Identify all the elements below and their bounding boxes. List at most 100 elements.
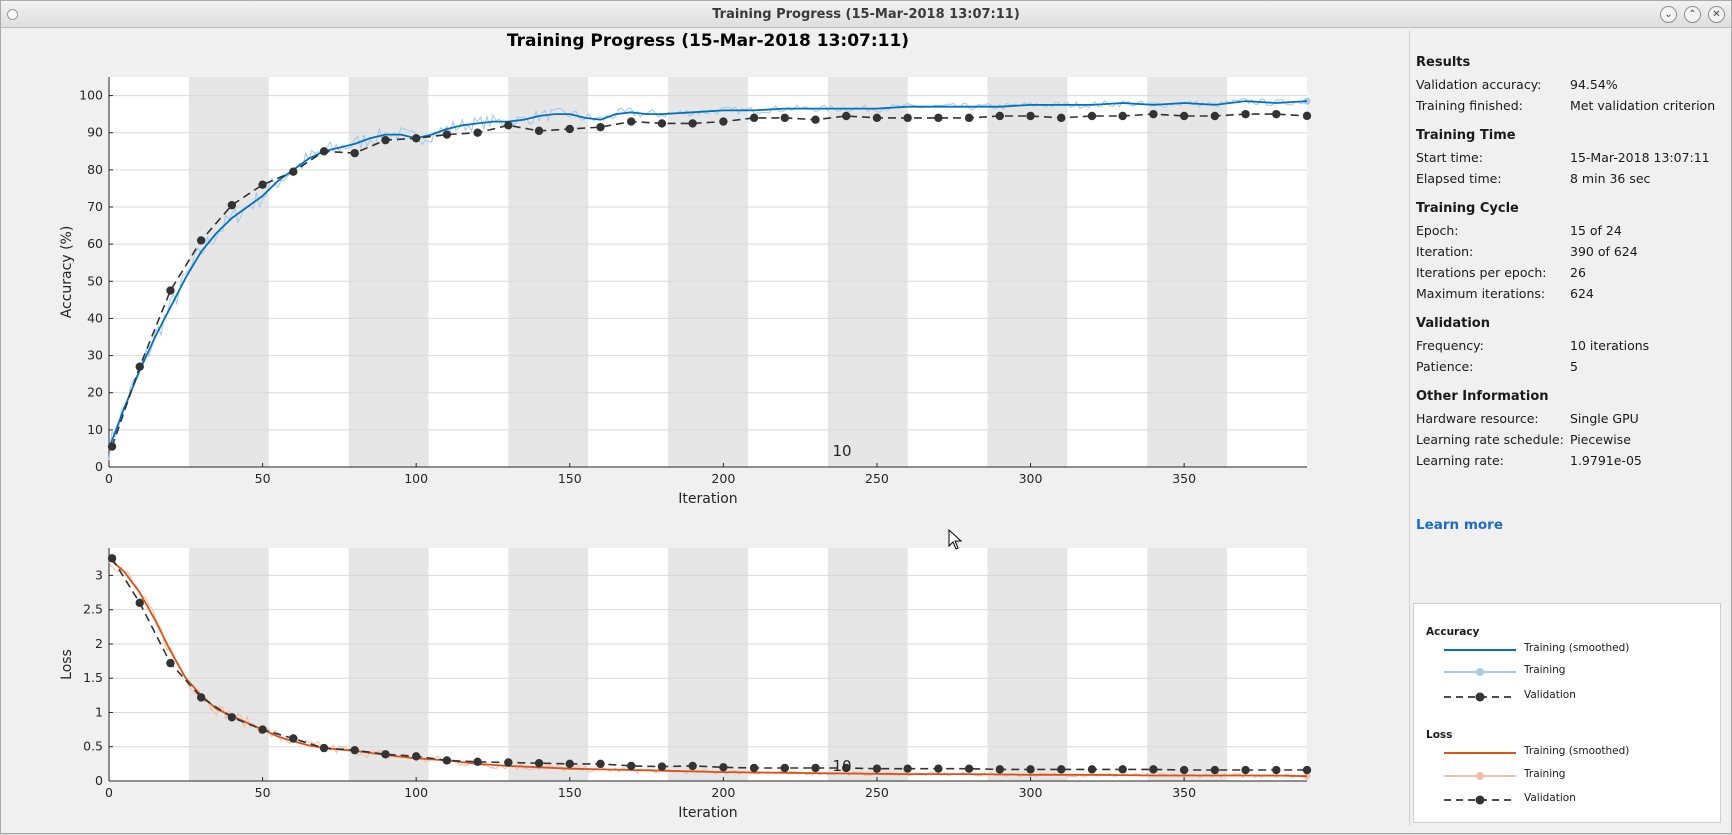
loss-validation-point bbox=[903, 764, 912, 773]
iteration-label: Iteration: bbox=[1416, 244, 1474, 259]
loss-ytick-label: 1 bbox=[95, 704, 103, 719]
legend-loss-smoothed-swatch bbox=[1444, 752, 1516, 754]
legend-loss-training-label: Training bbox=[1524, 768, 1566, 780]
elapsed-time-label: Elapsed time: bbox=[1416, 171, 1502, 186]
accuracy-plot: 0 10 20 30 40 50 60 70 80 90 100 0 50 100 150 200 250 300… bbox=[59, 77, 1312, 507]
accuracy-validation-point bbox=[504, 121, 513, 130]
legend-accuracy-heading: Accuracy bbox=[1426, 626, 1480, 638]
accuracy-xtick-label: 0 bbox=[105, 471, 113, 486]
accuracy-ytick-label: 70 bbox=[87, 199, 103, 214]
loss-validation-point bbox=[1241, 765, 1250, 775]
validation-accuracy-value: 94.54% bbox=[1570, 77, 1618, 92]
loss-validation-point bbox=[319, 743, 329, 753]
loss-validation-point bbox=[166, 658, 175, 668]
learning-rate-value: 1.9791e-05 bbox=[1570, 453, 1642, 468]
accuracy-validation-point bbox=[107, 442, 117, 451]
accuracy-validation-point bbox=[1179, 111, 1189, 121]
loss-validation-point bbox=[1026, 765, 1035, 774]
loss-validation-point bbox=[596, 759, 605, 769]
minimize-button[interactable]: ⌄ bbox=[1660, 6, 1677, 23]
learning-rate-label: Learning rate: bbox=[1416, 453, 1504, 468]
loss-training-raw-last-point bbox=[1303, 772, 1311, 780]
accuracy-validation-point bbox=[289, 167, 298, 176]
loss-validation-point bbox=[1057, 765, 1066, 774]
accuracy-epoch-band bbox=[827, 77, 908, 467]
accuracy-ytick-label: 20 bbox=[87, 385, 103, 400]
loss-ytick-label: 0 bbox=[95, 773, 103, 788]
accuracy-validation-point bbox=[1272, 109, 1281, 119]
loss-validation-point bbox=[1179, 765, 1189, 775]
accuracy-validation-point bbox=[995, 111, 1005, 121]
maximize-button[interactable]: ⌃ bbox=[1684, 6, 1701, 23]
loss-validation-point bbox=[473, 757, 482, 767]
loss-epoch-band bbox=[348, 548, 429, 781]
accuracy-validation-point bbox=[627, 117, 636, 126]
close-icon: ✕ bbox=[1712, 9, 1721, 20]
accuracy-xtick-label: 50 bbox=[255, 471, 271, 486]
patience-label: Patience: bbox=[1416, 359, 1474, 374]
loss-ytick-label: 1.5 bbox=[83, 670, 103, 685]
accuracy-validation-point bbox=[719, 117, 728, 126]
loss-ytick-label: 2.5 bbox=[83, 602, 103, 617]
accuracy-validation-point bbox=[350, 148, 359, 158]
accuracy-ytick-label: 30 bbox=[87, 348, 103, 363]
legend-loss-validation-label: Validation bbox=[1524, 792, 1576, 804]
legend-accuracy-training-swatch bbox=[1444, 668, 1516, 676]
accuracy-xtick-label: 350 bbox=[1172, 471, 1196, 486]
validation-accuracy-label: Validation accuracy: bbox=[1416, 77, 1542, 92]
loss-ytick-label: 3 bbox=[95, 567, 103, 582]
hardware-resource-label: Hardware resource: bbox=[1416, 411, 1539, 426]
loss-plot: 0 0.5 1 1.5 2 2.5 3 0 50 100 150 200 250 300 350 Iterat… bbox=[59, 548, 1312, 821]
loss-validation-point bbox=[1118, 765, 1127, 774]
accuracy-validation-point bbox=[1210, 111, 1220, 121]
loss-validation-point bbox=[872, 764, 882, 773]
loss-validation-point bbox=[1087, 765, 1097, 774]
loss-validation-point bbox=[565, 759, 574, 769]
loss-validation-point bbox=[1302, 765, 1312, 775]
epoch-label: Epoch: bbox=[1416, 223, 1459, 238]
loss-validation-point bbox=[258, 725, 267, 734]
loss-xtick-label: 150 bbox=[558, 785, 582, 800]
loss-validation-point bbox=[135, 598, 144, 608]
loss-validation-point bbox=[107, 554, 117, 563]
plot-title: Training Progress (15-Mar-2018 13:07:11) bbox=[506, 31, 910, 51]
accuracy-validation-point bbox=[196, 236, 206, 245]
loss-epoch-band bbox=[827, 548, 908, 781]
learn-more-link[interactable]: Learn more bbox=[1416, 517, 1503, 533]
window-menu-dot[interactable] bbox=[7, 9, 18, 20]
legend-accuracy-validation-swatch bbox=[1444, 692, 1516, 702]
accuracy-validation-point bbox=[565, 124, 574, 134]
accuracy-validation-point bbox=[1087, 111, 1097, 121]
loss-ytick-label: 2 bbox=[95, 636, 103, 651]
loss-validation-point bbox=[227, 713, 237, 722]
accuracy-ytick-label: 80 bbox=[87, 162, 103, 177]
loss-validation-point bbox=[381, 750, 390, 759]
close-button[interactable]: ✕ bbox=[1708, 6, 1725, 23]
accuracy-xtick-label: 300 bbox=[1019, 471, 1043, 486]
accuracy-validation-point bbox=[1241, 109, 1250, 119]
loss-validation-point bbox=[995, 765, 1005, 774]
title-bar[interactable]: Training Progress (15-Mar-2018 13:07:11)… bbox=[1, 1, 1731, 28]
loss-validation-point bbox=[719, 763, 728, 772]
accuracy-validation-point bbox=[1118, 111, 1127, 121]
iterations-per-epoch-label: Iterations per epoch: bbox=[1416, 265, 1547, 280]
loss-epoch-band bbox=[1147, 548, 1228, 781]
accuracy-validation-point bbox=[688, 119, 697, 128]
accuracy-epoch-band bbox=[1147, 77, 1228, 467]
loss-validation-point bbox=[688, 761, 697, 771]
epoch-value: 15 of 24 bbox=[1570, 223, 1622, 238]
loss-validation-point bbox=[504, 758, 513, 767]
accuracy-ytick-label: 40 bbox=[87, 310, 103, 325]
accuracy-validation-point bbox=[1149, 109, 1158, 119]
accuracy-epoch-band bbox=[188, 77, 269, 467]
loss-ytick-label: 0.5 bbox=[83, 739, 103, 754]
accuracy-ytick-label: 0 bbox=[95, 459, 103, 474]
accuracy-validation-point bbox=[227, 200, 237, 210]
loss-validation-point bbox=[627, 761, 636, 771]
accuracy-validation-point bbox=[381, 135, 390, 145]
legend-loss-heading: Loss bbox=[1426, 729, 1453, 741]
accuracy-validation-point bbox=[473, 128, 482, 137]
accuracy-validation-point bbox=[1057, 113, 1066, 123]
loss-validation-point bbox=[1272, 765, 1281, 775]
